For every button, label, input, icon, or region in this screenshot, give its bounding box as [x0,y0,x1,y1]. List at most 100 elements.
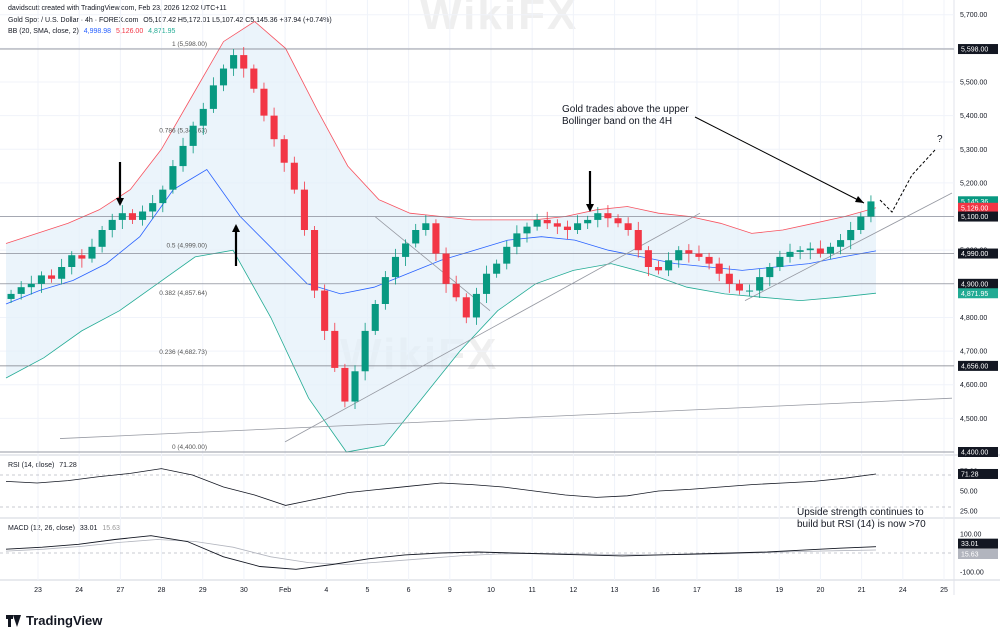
candle [189,121,197,154]
candle-body [826,246,835,254]
price-tag-label: 5,100.00 [961,214,988,221]
candle-body [543,219,551,224]
candle [695,245,703,261]
candle [139,205,147,226]
candle-body [725,273,733,284]
candle [604,205,612,228]
candle-body [321,290,329,331]
candle [27,275,35,295]
tradingview-logo-icon [6,614,22,627]
candle-body [685,250,693,254]
credit-line: davidscutt created with TradingView.com,… [8,5,227,12]
bb-upper-value: 5,126.00 [115,28,144,35]
candle [584,215,592,229]
candle [847,221,855,250]
candle-body [250,68,258,89]
macd-value: 33.01 [79,525,98,532]
bb-basis-value: 4,998.98 [83,28,112,35]
candle [634,221,642,258]
candle [574,215,582,235]
candle-body [452,283,460,298]
macd-signal-value: 15.63 [102,525,120,532]
candle [7,289,15,303]
candle [503,240,511,270]
candle [594,207,602,228]
candle [321,284,329,340]
candle [402,239,410,266]
macd-tick-label: -100.00 [960,570,984,577]
candle [442,247,450,293]
candle-body [47,275,56,279]
x-tick-label: 24 [75,587,83,594]
candle-body [78,255,86,259]
candle [58,258,66,285]
y-tick-label: 5,300.00 [960,147,987,154]
candle [412,223,420,248]
x-tick-label: 24 [899,587,907,594]
rsi-tag-label: 71.28 [961,471,979,478]
tradingview-brand[interactable]: TradingView [6,613,102,628]
candle [331,322,339,372]
price-tag-label: 5,126.00 [961,205,988,212]
candle-body [867,201,875,217]
price-tag-label: 4,900.00 [961,281,988,288]
trendline [744,192,953,301]
down-arrow-head [586,204,594,212]
candle-body [644,250,652,267]
candle-body [230,55,238,69]
rsi-tag-bg [958,468,998,479]
candle [149,195,157,219]
fib-level-label: 0.5 (4,999.00) [167,243,207,250]
candle [209,77,217,113]
candle-body [816,248,824,254]
y-tick-label: 4,600.00 [960,382,987,389]
fib-level-label: 0.382 (4,857.64) [159,290,207,297]
bb-lower-line [5,249,877,453]
x-tick-label: 12 [569,587,577,594]
candle-body [58,267,66,279]
macd-signal-tag-bg [958,548,998,559]
x-tick-label: 16 [652,587,660,594]
price-tag-bg [958,211,998,222]
candle [715,257,723,282]
price-tag-bg [958,248,998,259]
candle-body [7,293,15,299]
candle-body [169,166,177,190]
candle-body [27,283,35,288]
candle-body [300,189,308,230]
symbol-title[interactable]: Gold Spot / U.S. Dollar · 4h · FOREX.com [8,17,139,24]
x-tick-label: 10 [487,587,495,594]
candle [199,102,207,135]
candle-body [189,125,197,146]
candle-body [614,218,622,224]
candle-body [634,230,642,251]
candle-body [128,213,136,220]
candle-body [746,290,754,292]
candle-body [584,219,592,224]
candle [88,238,96,263]
rsi-tick-label: 25.00 [960,509,978,516]
candle [37,271,45,293]
candle [270,107,278,147]
x-tick-label: 21 [858,587,866,594]
price-tag-bg [958,196,998,207]
price-tag: 4,656.00 [958,360,998,371]
candle-body [513,233,521,247]
macd-legend[interactable]: MACD (12, 26, close) 33.01 15.63 [8,525,120,532]
rsi-legend[interactable]: RSI (14, close) 71.28 [8,462,77,469]
x-tick-label: 20 [817,587,825,594]
candle-body [149,203,157,212]
candle [826,242,835,260]
candle-body [806,248,814,251]
candle [391,248,400,285]
candle [462,293,470,324]
candle-body [37,275,45,284]
candle [654,260,663,275]
y-tick-label: 4,800.00 [960,315,987,322]
rsi-note: build but RSI (14) is now >70 [797,519,926,530]
candle [857,212,865,235]
price-tag: 4,990.00 [958,248,998,259]
candle [523,222,531,243]
x-tick-label: 18 [734,587,742,594]
